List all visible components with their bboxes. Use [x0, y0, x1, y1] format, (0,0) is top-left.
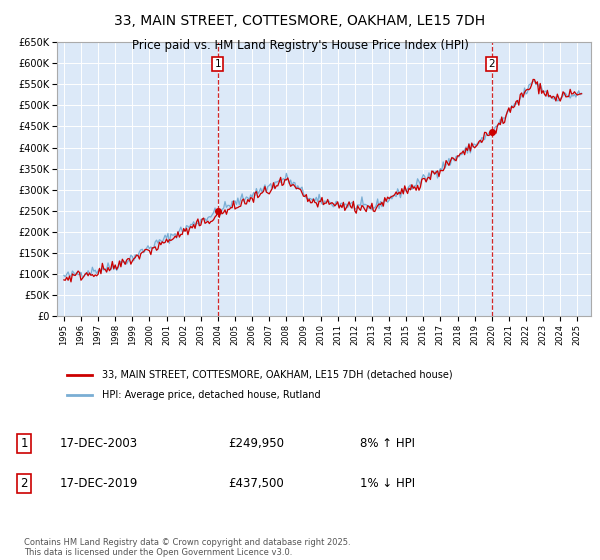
Text: 17-DEC-2019: 17-DEC-2019	[60, 477, 139, 491]
Text: 1: 1	[20, 437, 28, 450]
Text: HPI: Average price, detached house, Rutland: HPI: Average price, detached house, Rutl…	[101, 390, 320, 400]
Text: 2: 2	[488, 59, 495, 69]
Text: £437,500: £437,500	[228, 477, 284, 491]
Text: 33, MAIN STREET, COTTESMORE, OAKHAM, LE15 7DH (detached house): 33, MAIN STREET, COTTESMORE, OAKHAM, LE1…	[101, 370, 452, 380]
Text: 1: 1	[215, 59, 221, 69]
Text: Price paid vs. HM Land Registry's House Price Index (HPI): Price paid vs. HM Land Registry's House …	[131, 39, 469, 52]
Text: 2: 2	[20, 477, 28, 491]
Text: 33, MAIN STREET, COTTESMORE, OAKHAM, LE15 7DH: 33, MAIN STREET, COTTESMORE, OAKHAM, LE1…	[115, 14, 485, 28]
Text: Contains HM Land Registry data © Crown copyright and database right 2025.
This d: Contains HM Land Registry data © Crown c…	[24, 538, 350, 557]
Text: 17-DEC-2003: 17-DEC-2003	[60, 437, 138, 450]
Text: 8% ↑ HPI: 8% ↑ HPI	[360, 437, 415, 450]
Text: £249,950: £249,950	[228, 437, 284, 450]
Text: 1% ↓ HPI: 1% ↓ HPI	[360, 477, 415, 491]
